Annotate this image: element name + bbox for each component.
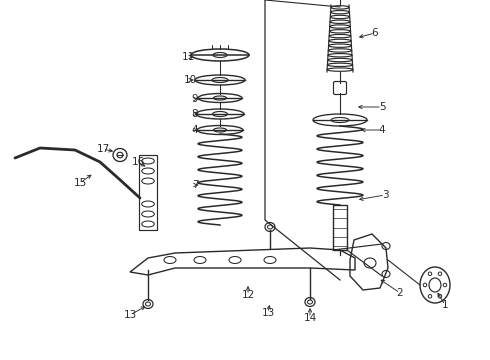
Text: 5: 5 xyxy=(379,102,385,112)
Text: 13: 13 xyxy=(123,310,137,320)
Text: 15: 15 xyxy=(74,178,87,188)
Text: 16: 16 xyxy=(131,157,145,167)
Text: 14: 14 xyxy=(303,313,317,323)
Text: 17: 17 xyxy=(97,144,110,154)
Text: 2: 2 xyxy=(397,288,403,298)
Text: 12: 12 xyxy=(242,290,255,300)
Text: 1: 1 xyxy=(441,300,448,310)
Text: 3: 3 xyxy=(382,190,388,200)
Text: 7: 7 xyxy=(192,180,198,190)
Text: 6: 6 xyxy=(372,28,378,38)
Text: 11: 11 xyxy=(181,52,195,62)
Text: 4: 4 xyxy=(379,125,385,135)
Text: 10: 10 xyxy=(183,75,196,85)
Text: 8: 8 xyxy=(192,109,198,119)
Text: 4: 4 xyxy=(192,125,198,135)
Text: 9: 9 xyxy=(192,94,198,104)
Text: 13: 13 xyxy=(261,308,274,318)
